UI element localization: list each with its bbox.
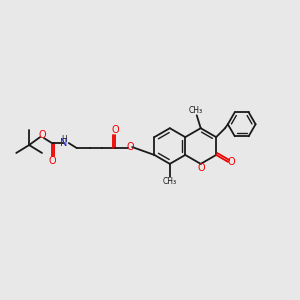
Text: CH₃: CH₃ [163, 177, 177, 186]
Text: O: O [112, 125, 119, 135]
Text: O: O [48, 156, 56, 166]
Text: CH₃: CH₃ [189, 106, 203, 115]
Text: N: N [60, 138, 68, 148]
Text: H: H [61, 135, 67, 144]
Text: O: O [227, 157, 235, 167]
Text: O: O [198, 163, 206, 173]
Text: O: O [126, 142, 134, 152]
Text: O: O [38, 130, 46, 140]
